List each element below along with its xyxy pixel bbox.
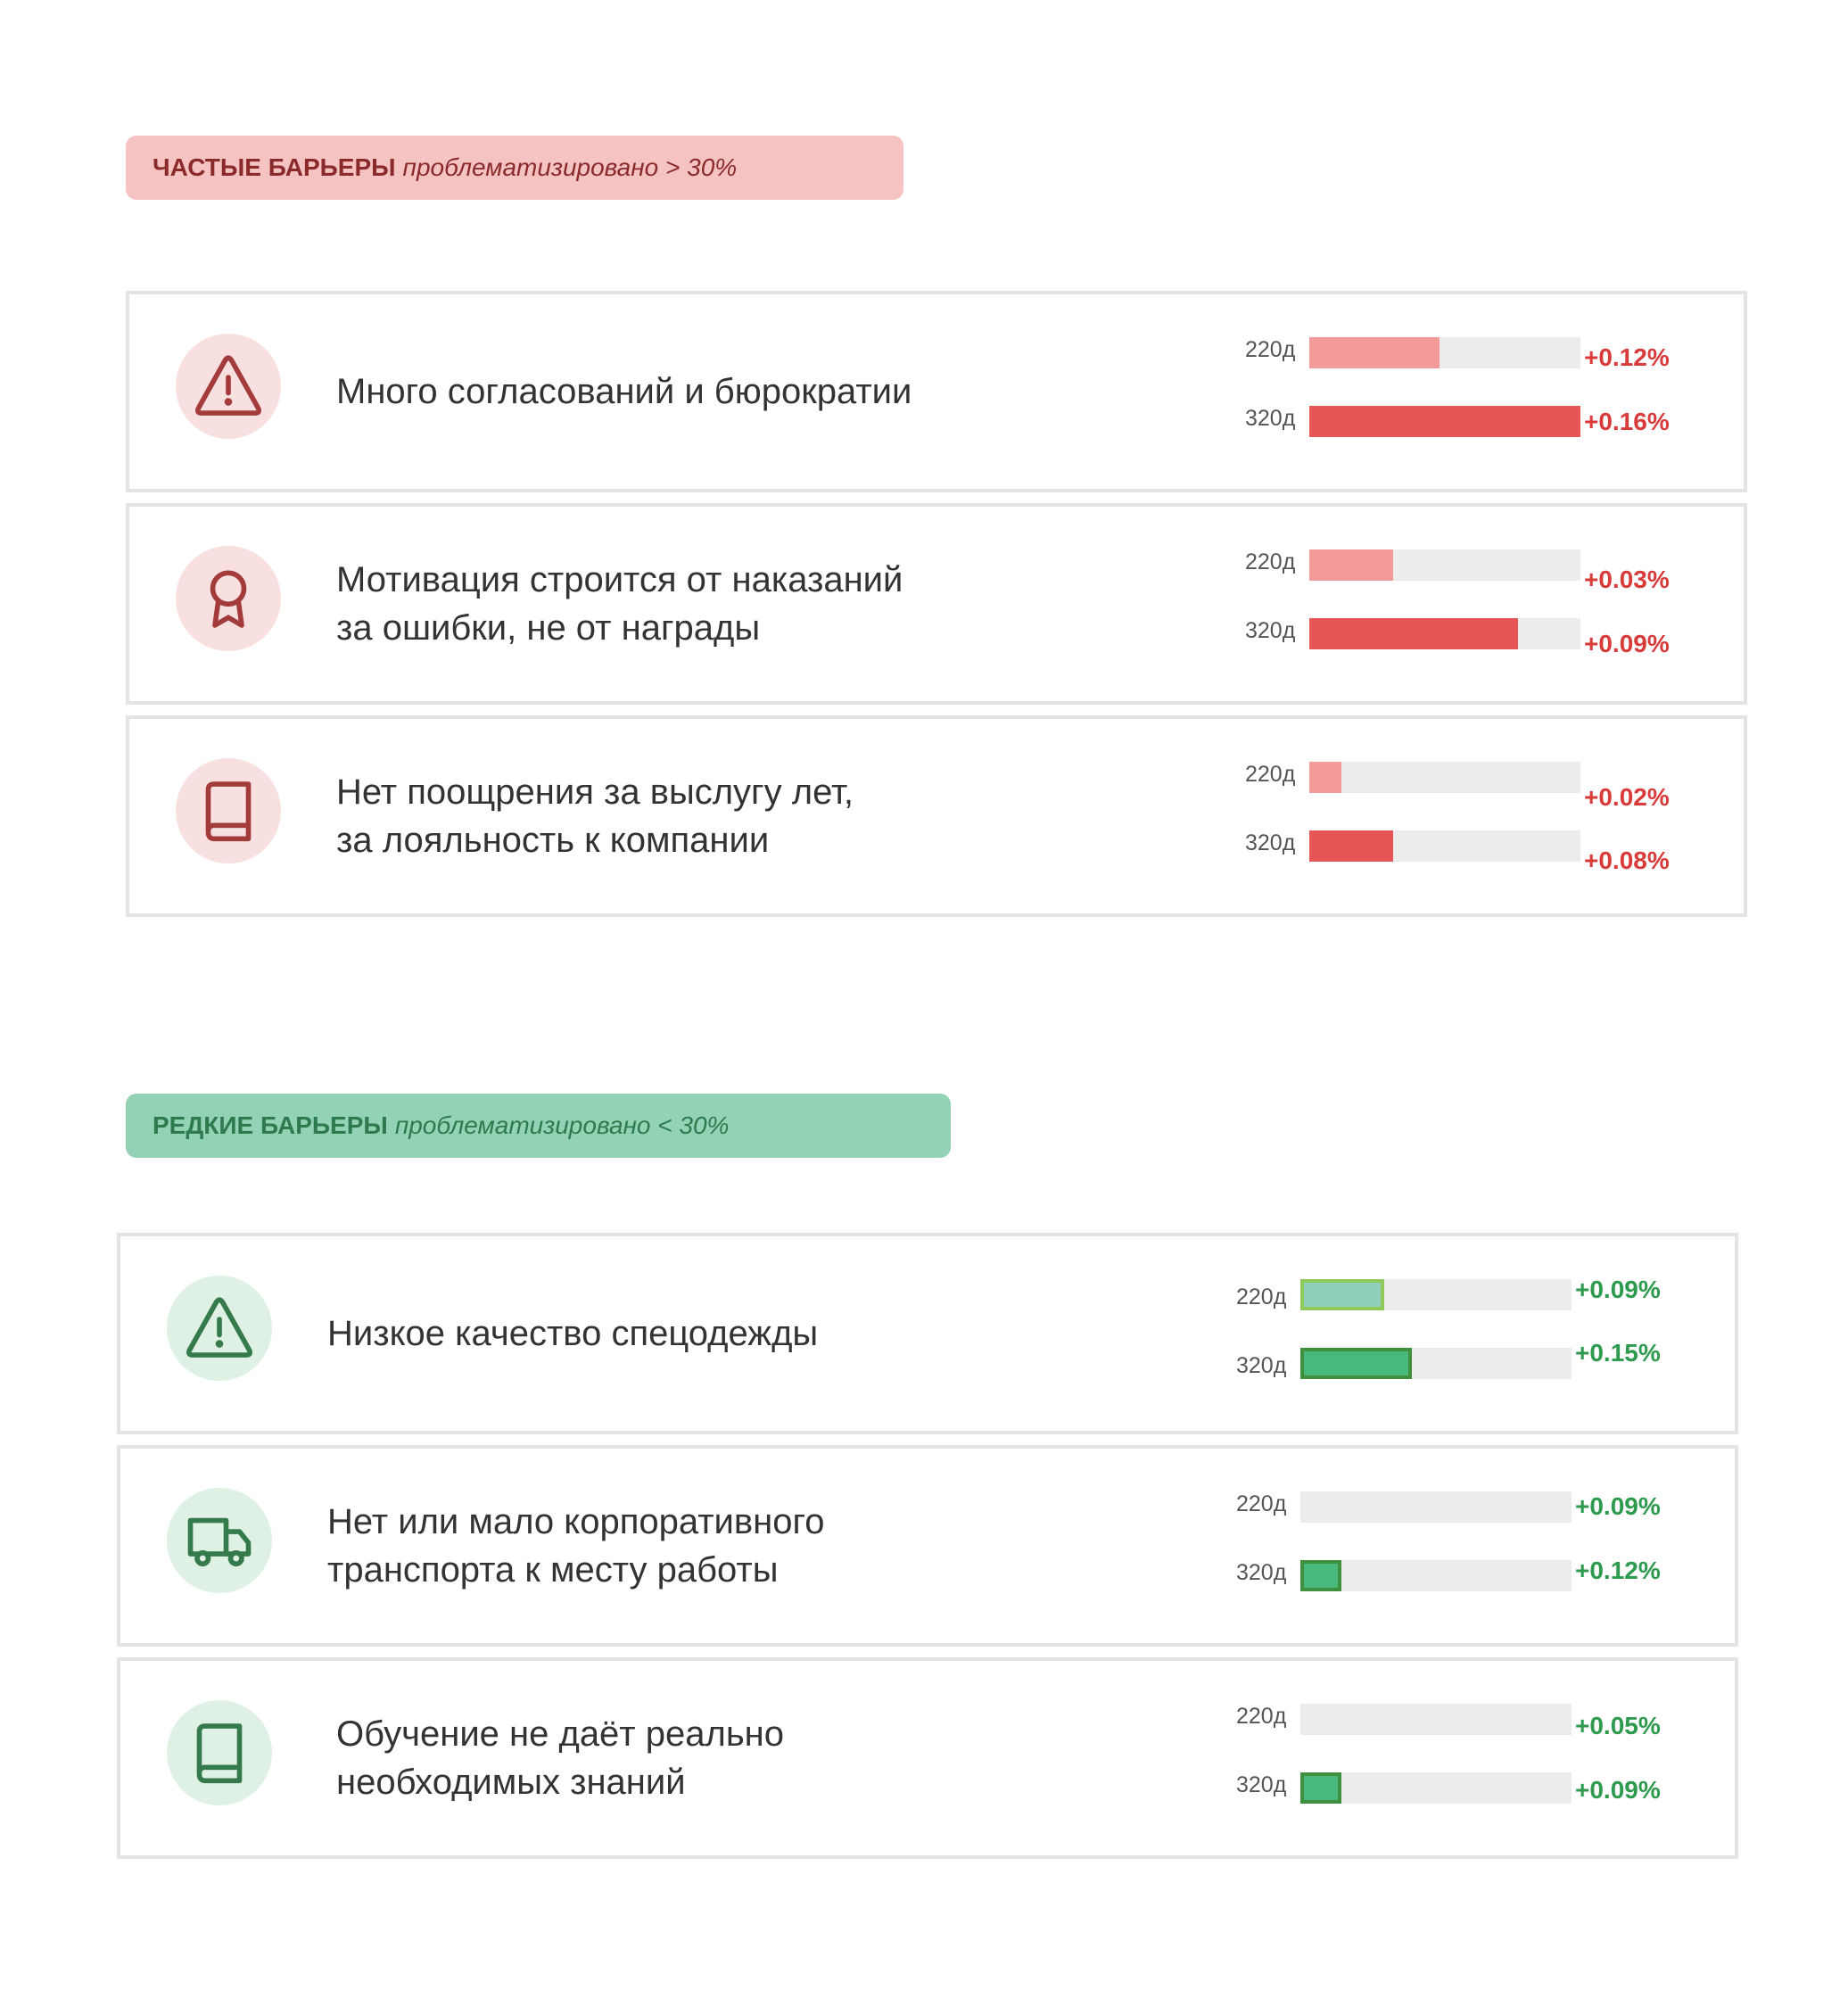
bar-fill — [1309, 762, 1342, 793]
bar-value: +0.09% — [1584, 630, 1670, 657]
warning-triangle-icon — [167, 1276, 272, 1381]
bar-row-320: 320д +0.09% — [1245, 616, 1691, 657]
bar-label: 320д — [1236, 1560, 1287, 1585]
bar-track — [1309, 830, 1580, 862]
bar-value: +0.03% — [1584, 566, 1670, 593]
bar-value: +0.15% — [1575, 1339, 1661, 1367]
barrier-text: Нет поощрения за выслугу лет, за лояльно… — [336, 719, 1139, 913]
bar-value: +0.12% — [1584, 343, 1670, 371]
bar-value: +0.08% — [1584, 847, 1670, 874]
barrier-text-line: Обучение не даёт реально — [336, 1714, 784, 1754]
bar-track — [1300, 1560, 1572, 1591]
barrier-text-line: за лояльность к компании — [336, 821, 770, 860]
barrier-text: Нет или мало корпоративного транспорта к… — [327, 1449, 1130, 1643]
bar-row-320: 320д +0.08% — [1245, 829, 1691, 874]
book-icon — [167, 1700, 272, 1805]
bar-track — [1300, 1279, 1572, 1310]
barrier-text: Много согласований и бюрократии — [336, 294, 1139, 489]
bar-label: 220д — [1245, 762, 1296, 787]
bar-label: 320д — [1236, 1772, 1287, 1797]
bar-label: 320д — [1245, 618, 1296, 643]
bar-label: 320д — [1236, 1353, 1287, 1378]
bar-fill — [1300, 1279, 1385, 1310]
warning-triangle-icon — [176, 334, 281, 439]
barrier-card: Обучение не даёт реально необходимых зна… — [117, 1657, 1738, 1859]
barrier-text-line: необходимых знаний — [336, 1763, 686, 1802]
barrier-text: Мотивация строится от наказаний за ошибк… — [336, 507, 1139, 701]
bar-label: 320д — [1245, 830, 1296, 855]
bar-value: +0.05% — [1575, 1712, 1661, 1739]
truck-icon — [167, 1488, 272, 1593]
section-label-rare: РЕДКИЕ БАРЬЕРЫ проблематизировано < 30% — [126, 1094, 951, 1158]
bar-fill — [1300, 1560, 1341, 1591]
section-label-frequent: ЧАСТЫЕ БАРЬЕРЫ проблематизировано > 30% — [126, 136, 903, 200]
section-note: проблематизировано < 30% — [394, 1111, 730, 1139]
award-ribbon-icon — [176, 546, 281, 651]
bar-row-220: 220д +0.09% — [1236, 1276, 1682, 1313]
barrier-text-line: Нет или мало корпоративного — [327, 1502, 825, 1541]
bar-row-320: 320д +0.15% — [1236, 1339, 1682, 1382]
bar-row-220: 220д +0.05% — [1236, 1702, 1682, 1739]
bar-value: +0.09% — [1575, 1276, 1661, 1303]
bar-track — [1300, 1772, 1572, 1804]
bar-track — [1300, 1348, 1572, 1379]
barrier-card: Мотивация строится от наказаний за ошибк… — [126, 503, 1747, 705]
bar-label: 320д — [1245, 406, 1296, 431]
bar-label: 220д — [1236, 1491, 1287, 1516]
bar-track — [1309, 762, 1580, 793]
bar-track — [1309, 337, 1580, 368]
bar-track — [1300, 1491, 1572, 1523]
bar-track — [1300, 1704, 1572, 1735]
barrier-text-line: Низкое качество спецодежды — [327, 1314, 819, 1353]
bar-fill — [1309, 830, 1394, 862]
barrier-card: Много согласований и бюрократии 220д +0.… — [126, 291, 1747, 492]
bar-fill — [1300, 1348, 1412, 1379]
bar-value: +0.02% — [1584, 783, 1670, 811]
bar-value: +0.16% — [1584, 408, 1670, 435]
bar-row-320: 320д +0.09% — [1236, 1771, 1682, 1806]
barrier-text: Обучение не даёт реально необходимых зна… — [336, 1661, 1139, 1855]
barrier-text-line: Мотивация строится от наказаний — [336, 560, 903, 599]
bar-fill — [1309, 406, 1580, 437]
bar-label: 220д — [1245, 337, 1296, 362]
barrier-text-line: Много согласований и бюрократии — [336, 372, 912, 411]
barrier-card: Низкое качество спецодежды 220д +0.09% 3… — [117, 1233, 1738, 1434]
barrier-text-line: за ошибки, не от награды — [336, 608, 761, 648]
bar-row-220: 220д +0.02% — [1245, 760, 1691, 811]
bar-fill — [1309, 618, 1519, 649]
barrier-card: Нет поощрения за выслугу лет, за лояльно… — [126, 715, 1747, 917]
section-note: проблематизировано > 30% — [402, 153, 738, 181]
bar-row-220: 220д +0.09% — [1236, 1490, 1682, 1525]
bar-track — [1309, 406, 1580, 437]
bar-row-320: 320д +0.16% — [1245, 404, 1691, 440]
bar-label: 220д — [1236, 1284, 1287, 1309]
bar-row-220: 220д +0.12% — [1245, 335, 1691, 371]
bar-row-320: 320д +0.12% — [1236, 1557, 1682, 1594]
section-title: ЧАСТЫЕ БАРЬЕРЫ — [153, 153, 396, 181]
bar-value: +0.12% — [1575, 1557, 1661, 1584]
bar-row-220: 220д +0.03% — [1245, 548, 1691, 593]
barrier-text-line: Нет поощрения за выслугу лет, — [336, 772, 854, 812]
barrier-text-line: транспорта к месту работы — [327, 1550, 779, 1590]
bar-fill — [1300, 1772, 1341, 1804]
barrier-text: Низкое качество спецодежды — [327, 1236, 1130, 1431]
book-icon — [176, 758, 281, 863]
section-title: РЕДКИЕ БАРЬЕРЫ — [153, 1111, 388, 1139]
bar-label: 220д — [1245, 549, 1296, 574]
bar-value: +0.09% — [1575, 1776, 1661, 1804]
bar-value: +0.09% — [1575, 1492, 1661, 1520]
bar-fill — [1309, 337, 1440, 368]
barrier-card: Нет или мало корпоративного транспорта к… — [117, 1445, 1738, 1647]
bar-label: 220д — [1236, 1704, 1287, 1729]
bar-fill — [1309, 549, 1394, 581]
bar-track — [1309, 618, 1580, 649]
bar-track — [1309, 549, 1580, 581]
